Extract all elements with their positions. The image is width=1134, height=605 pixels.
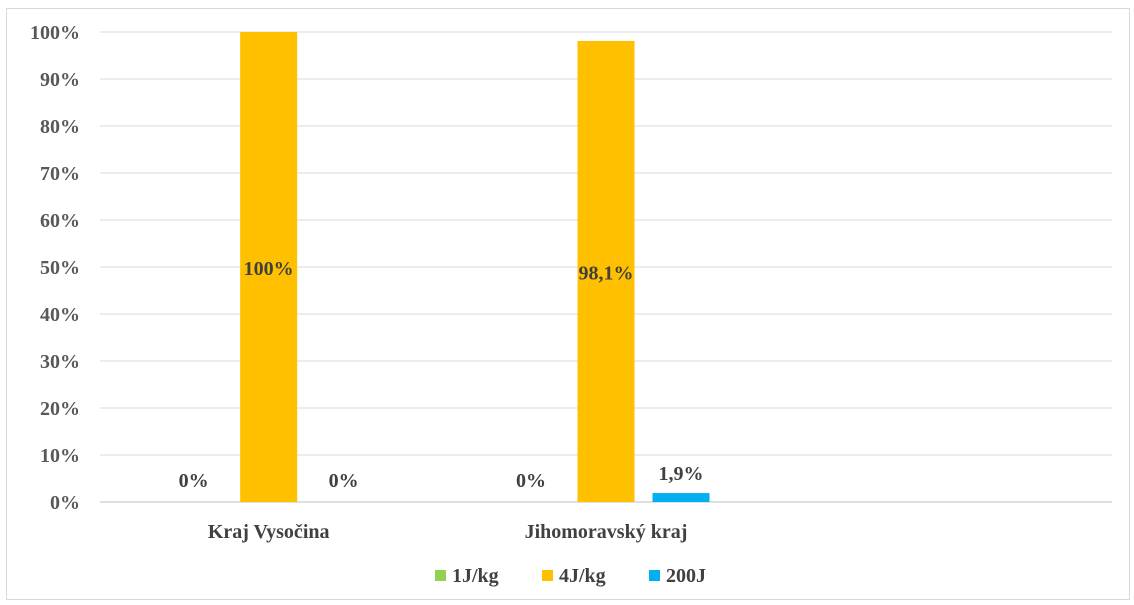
data-label: 98,1% [579,262,634,284]
y-tick-label: 40% [40,304,80,326]
y-axis-ticks: 0% 10% 20% 30% 40% 50% 60% 70% 80% 90% 100% [30,22,80,514]
legend-swatch [542,570,553,581]
y-tick-label: 90% [40,69,80,91]
chart-frame [6,8,1130,600]
legend-label: 1J/kg [452,565,499,587]
bar [652,493,710,502]
y-tick-label: 60% [40,210,80,232]
category-label: Kraj Vysočina [208,521,330,543]
data-label: 0% [179,470,209,492]
legend-swatch [435,570,446,581]
y-tick-label: 50% [40,257,80,279]
bar [577,40,635,503]
y-tick-label: 80% [40,116,80,138]
data-label: 1,9% [659,463,704,485]
category-label: Jihomoravský kraj [525,521,688,543]
legend-label: 200J [666,565,706,587]
y-tick-label: 70% [40,163,80,185]
data-label: 0% [329,470,359,492]
data-labels: 0% 100% 0% 0% 98,1% 1,9% [179,258,704,492]
data-label: 0% [516,470,546,492]
data-label: 100% [244,258,294,280]
y-tick-label: 20% [40,398,80,420]
y-tick-label: 30% [40,351,80,373]
legend-label: 4J/kg [559,565,606,587]
y-tick-label: 10% [40,445,80,467]
bar [240,32,298,502]
y-tick-label: 100% [30,22,80,44]
bars [240,32,710,503]
y-tick-label: 0% [50,492,80,514]
x-axis-categories: Kraj Vysočina Jihomoravský kraj [208,521,688,543]
legend: 1J/kg 4J/kg 200J [435,565,706,587]
legend-swatch [649,570,660,581]
